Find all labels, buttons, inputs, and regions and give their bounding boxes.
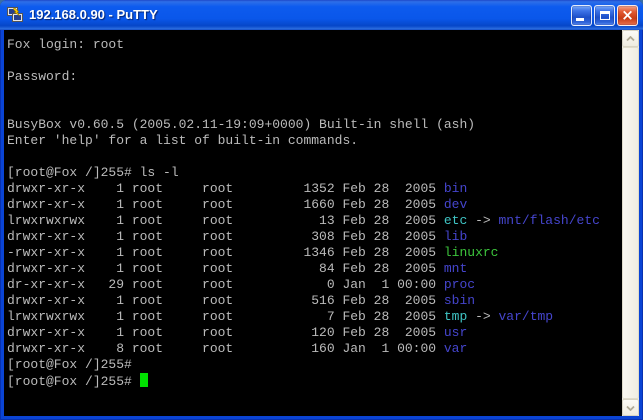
symlink-name: tmp: [443, 309, 468, 324]
directory-name: bin: [443, 181, 468, 196]
scroll-up-button[interactable]: [622, 30, 639, 47]
directory-name: mnt: [443, 261, 468, 276]
terminal-line: drwxr-xr-x 1 root root 1660 Feb 28 2005 …: [7, 197, 468, 212]
terminal-line: drwxr-xr-x 8 root root 160 Jan 1 00:00 v…: [7, 341, 468, 356]
directory-name: lib: [443, 229, 468, 244]
executable-name: linuxrc: [443, 245, 499, 260]
terminal-line: [root@Fox /]255#: [7, 373, 622, 389]
terminal-line: [7, 53, 622, 69]
terminal-cursor: [139, 373, 148, 387]
terminal-frame: Fox login: root Password: BusyBox v0.60.…: [4, 30, 639, 416]
maximize-icon: [600, 10, 610, 20]
terminal-line: drwxr-xr-x 1 root root 308 Feb 28 2005 l…: [7, 229, 468, 244]
close-icon: ×: [621, 5, 634, 24]
terminal-line: [7, 85, 622, 101]
directory-name: sbin: [443, 293, 476, 308]
directory-name: dev: [443, 197, 468, 212]
terminal-line: [7, 149, 622, 165]
close-button[interactable]: ×: [617, 4, 638, 26]
terminal-line: dr-xr-xr-x 29 root root 0 Jan 1 00:00 pr…: [7, 277, 476, 292]
directory-name: usr: [443, 325, 468, 340]
terminal-line: Fox login: root: [7, 37, 125, 52]
window-controls: ×: [571, 4, 638, 26]
putty-icon: [6, 6, 24, 24]
terminal-line: [root@Fox /]255# ls -l: [7, 165, 179, 180]
minimize-button[interactable]: [571, 4, 592, 26]
terminal-line: Enter 'help' for a list of built-in comm…: [7, 133, 359, 148]
titlebar[interactable]: 192.168.0.90 - PuTTY ×: [0, 0, 643, 30]
terminal-line: drwxr-xr-x 1 root root 1352 Feb 28 2005 …: [7, 181, 468, 196]
scrollbar-thumb[interactable]: [622, 47, 639, 399]
terminal-line: BusyBox v0.60.5 (2005.02.11-19:09+0000) …: [7, 117, 476, 132]
terminal-line: Password:: [7, 69, 78, 84]
symlink-name: etc: [443, 213, 468, 228]
terminal-line: -rwxr-xr-x 1 root root 1346 Feb 28 2005 …: [7, 245, 499, 260]
terminal-line: lrwxrwxrwx 1 root root 7 Feb 28 2005 tmp…: [7, 309, 554, 324]
terminal-line: drwxr-xr-x 1 root root 84 Feb 28 2005 mn…: [7, 261, 468, 276]
directory-name: mnt/flash/etc: [498, 213, 600, 228]
terminal-line: drwxr-xr-x 1 root root 120 Feb 28 2005 u…: [7, 325, 468, 340]
directory-name: var: [443, 341, 468, 356]
terminal-output[interactable]: Fox login: root Password: BusyBox v0.60.…: [4, 30, 622, 416]
terminal-line: [7, 101, 622, 117]
scrollbar[interactable]: [622, 30, 639, 416]
terminal-line: drwxr-xr-x 1 root root 516 Feb 28 2005 s…: [7, 293, 476, 308]
terminal-line: lrwxrwxrwx 1 root root 13 Feb 28 2005 et…: [7, 213, 600, 228]
scrollbar-track[interactable]: [622, 47, 639, 399]
terminal-line: [root@Fox /]255#: [7, 357, 132, 372]
window-title: 192.168.0.90 - PuTTY: [29, 7, 158, 22]
directory-name: proc: [443, 277, 476, 292]
scroll-down-icon: [626, 405, 635, 411]
scroll-down-button[interactable]: [622, 399, 639, 416]
minimize-icon: [576, 17, 584, 21]
scroll-up-icon: [626, 35, 635, 41]
directory-name: var/tmp: [498, 309, 554, 324]
maximize-button[interactable]: [594, 4, 615, 26]
